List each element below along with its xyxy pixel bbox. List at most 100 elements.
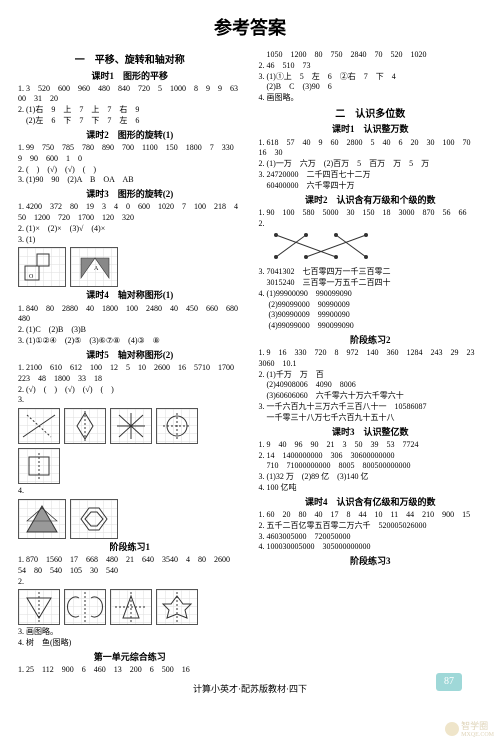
answer-line: 4. (1)99900090 990099090 xyxy=(258,289,482,300)
answer-line: (2)B C (3)90 6 xyxy=(258,82,482,93)
answer-line: (3)60606060 六千零六十万六千零六十 xyxy=(258,391,482,402)
figure-row xyxy=(18,589,242,625)
answer-line: 2. ( ) (√) (√) ( ) xyxy=(18,165,242,176)
answer-line: 2. 五千二百亿零五百零二万六千 520005026000 xyxy=(258,521,482,532)
answer-line: 3. 4603005000 720050000 xyxy=(258,532,482,543)
left-column: 一 平移、旋转和轴对称 课时1 图形的平移 1. 3 520 600 960 4… xyxy=(18,50,242,676)
lesson-heading: 课时1 认识整万数 xyxy=(258,123,482,135)
answer-line: 3. (1)①②④ (2)⑤ (3)⑥⑦⑧ (4)③ ⑧ xyxy=(18,336,242,347)
answer-line: 3. xyxy=(18,395,242,406)
watermark-icon xyxy=(445,722,459,736)
symmetry-figure xyxy=(110,589,152,625)
lesson-heading: 课时3 图形的旋转(2) xyxy=(18,188,242,200)
stage-heading: 阶段练习2 xyxy=(258,334,482,346)
watermark: 智学圈 MXQE.COM xyxy=(445,719,494,738)
answer-line: 4. 100 亿吨 xyxy=(258,483,482,494)
answer-line: 2. 14 1400000000 306 30600000000 xyxy=(258,451,482,462)
answer-line: 3015240 三百零一万五千二百四十 xyxy=(258,278,482,289)
symmetry-figure xyxy=(110,408,152,444)
answer-line: 3. 24720000 二千四百七十二万 xyxy=(258,170,482,181)
answer-line: (2)40908006 4090 8006 xyxy=(258,380,482,391)
answer-line: 4. 树 鱼(图略) xyxy=(18,638,242,649)
grid-figure xyxy=(70,499,118,539)
answer-line: 1050 1200 80 750 2840 70 520 1020 xyxy=(258,50,482,61)
answer-line: 2. xyxy=(18,577,242,588)
footer: 计算小英才·配苏版教材·四下 87 xyxy=(18,682,482,695)
answer-line: 1. 9 40 96 90 21 3 50 39 53 7724 xyxy=(258,440,482,451)
symmetry-figure xyxy=(18,589,60,625)
answer-line: 1. 60 20 80 40 17 8 44 10 11 44 210 900 … xyxy=(258,510,482,521)
answer-line: 2. (1)C (2)B (3)B xyxy=(18,325,242,336)
answer-line: 1. 870 1560 17 668 480 21 640 3540 4 80 … xyxy=(18,555,242,577)
answer-line: 2. (1)千万 万 百 xyxy=(258,370,482,381)
watermark-url: MXQE.COM xyxy=(461,732,494,738)
answer-line: 1. 25 112 900 6 460 13 200 6 500 16 xyxy=(18,665,242,676)
answer-line: 2. (√) ( ) (√) (√) ( ) xyxy=(18,385,242,396)
right-column: 1050 1200 80 750 2840 70 520 1020 2. 46 … xyxy=(258,50,482,676)
section-title: 二 认识多位数 xyxy=(258,108,482,122)
answer-line: 4. 100030005000 305000000000 xyxy=(258,542,482,553)
answer-line: 1. 4200 372 80 19 3 4 0 600 1020 7 100 2… xyxy=(18,202,242,224)
answer-line: 710 71000000000 8005 800500000000 xyxy=(258,461,482,472)
svg-text:O: O xyxy=(29,274,34,280)
answer-line: 4. 画图略。 xyxy=(258,93,482,104)
answer-line: (2)99099000 90990009 xyxy=(258,300,482,311)
answer-line: 2. xyxy=(258,219,482,230)
lesson-heading: 课时2 图形的旋转(1) xyxy=(18,129,242,141)
answer-line: 3. (1)①上 5 左 6 ②右 7 下 4 xyxy=(258,72,482,83)
answer-line: (3)90990009 99900090 xyxy=(258,310,482,321)
symmetry-figure xyxy=(156,408,198,444)
answer-line: 1. 3 520 600 960 480 840 720 5 1000 8 9 … xyxy=(18,84,242,106)
main-title: 参考答案 xyxy=(18,14,482,40)
answer-line: 1. 840 80 2880 40 1800 100 2480 40 450 6… xyxy=(18,304,242,326)
answer-line: 4. xyxy=(18,486,242,497)
answer-line: 2. (1)右 9 上 7 上 7 右 9 xyxy=(18,105,242,116)
symmetry-figure xyxy=(156,589,198,625)
answer-line: (2)左 6 下 7 下 7 左 6 xyxy=(18,116,242,127)
stage-heading: 阶段练习3 xyxy=(258,555,482,567)
figure-row: O A xyxy=(18,247,242,287)
answer-line: 1. 2100 610 612 100 12 5 10 2600 16 5710… xyxy=(18,363,242,385)
answer-line: 3. (1) xyxy=(18,235,242,246)
answer-line: 60400000 六千零四十万 xyxy=(258,181,482,192)
lesson-heading: 课时4 轴对称图形(1) xyxy=(18,289,242,301)
watermark-text: 智学圈 xyxy=(461,719,494,732)
column-divider xyxy=(250,50,251,676)
answer-line: 1. 9 16 330 720 8 972 140 360 1284 243 2… xyxy=(258,348,482,370)
grid-figure: O xyxy=(18,247,66,287)
footer-text: 计算小英才·配苏版教材·四下 xyxy=(193,684,307,694)
lesson-heading: 课时2 认识含有万级和个级的数 xyxy=(258,194,482,206)
answer-line: 3. (1)90 90 (2)A B OA AB xyxy=(18,175,242,186)
grid-figure: A xyxy=(70,247,118,287)
matching-figure xyxy=(268,231,482,265)
answer-line: 3. (1)32 万 (2)89 亿 (3)140 亿 xyxy=(258,472,482,483)
lesson-heading: 课时3 认识整亿数 xyxy=(258,426,482,438)
lesson-heading: 课时1 图形的平移 xyxy=(18,70,242,82)
symmetry-figure xyxy=(18,448,60,484)
columns: 一 平移、旋转和轴对称 课时1 图形的平移 1. 3 520 600 960 4… xyxy=(18,50,482,676)
svg-text:A: A xyxy=(94,266,99,272)
page-number: 87 xyxy=(436,673,462,691)
answer-line: 1. 90 100 580 5000 30 150 18 3000 870 56… xyxy=(258,208,482,219)
answer-line: 3. 7041302 七百零四万一千三百零二 xyxy=(258,267,482,278)
stage-heading: 阶段练习1 xyxy=(18,541,242,553)
lesson-heading: 课时4 认识含有亿级和万级的数 xyxy=(258,496,482,508)
answer-line: 3. 一千六百九十三万六千三百八十一 10586087 xyxy=(258,402,482,413)
answer-line: 1. 99 750 785 780 890 700 1100 150 1800 … xyxy=(18,143,242,165)
answer-line: 2. (1)× (2)× (3)√ (4)× xyxy=(18,224,242,235)
answer-line: 3. 画图略。 xyxy=(18,627,242,638)
grid-figure xyxy=(18,499,66,539)
answer-line: 2. (1)一万 六万 (2)百万 5 百万 万 5 万 xyxy=(258,159,482,170)
symmetry-figure xyxy=(64,589,106,625)
section-title: 一 平移、旋转和轴对称 xyxy=(18,54,242,68)
answer-line: 一千零三十八万七千六百九十五十八 xyxy=(258,413,482,424)
answer-line: 2. 46 510 73 xyxy=(258,61,482,72)
answer-line: (4)99099000 990099090 xyxy=(258,321,482,332)
lesson-heading: 课时5 轴对称图形(2) xyxy=(18,349,242,361)
unit-heading: 第一单元综合练习 xyxy=(18,651,242,663)
figure-row xyxy=(18,408,242,484)
figure-row xyxy=(18,499,242,539)
answer-line: 1. 618 57 40 9 60 2800 5 40 6 20 30 100 … xyxy=(258,138,482,160)
symmetry-figure xyxy=(64,408,106,444)
symmetry-figure xyxy=(18,408,60,444)
